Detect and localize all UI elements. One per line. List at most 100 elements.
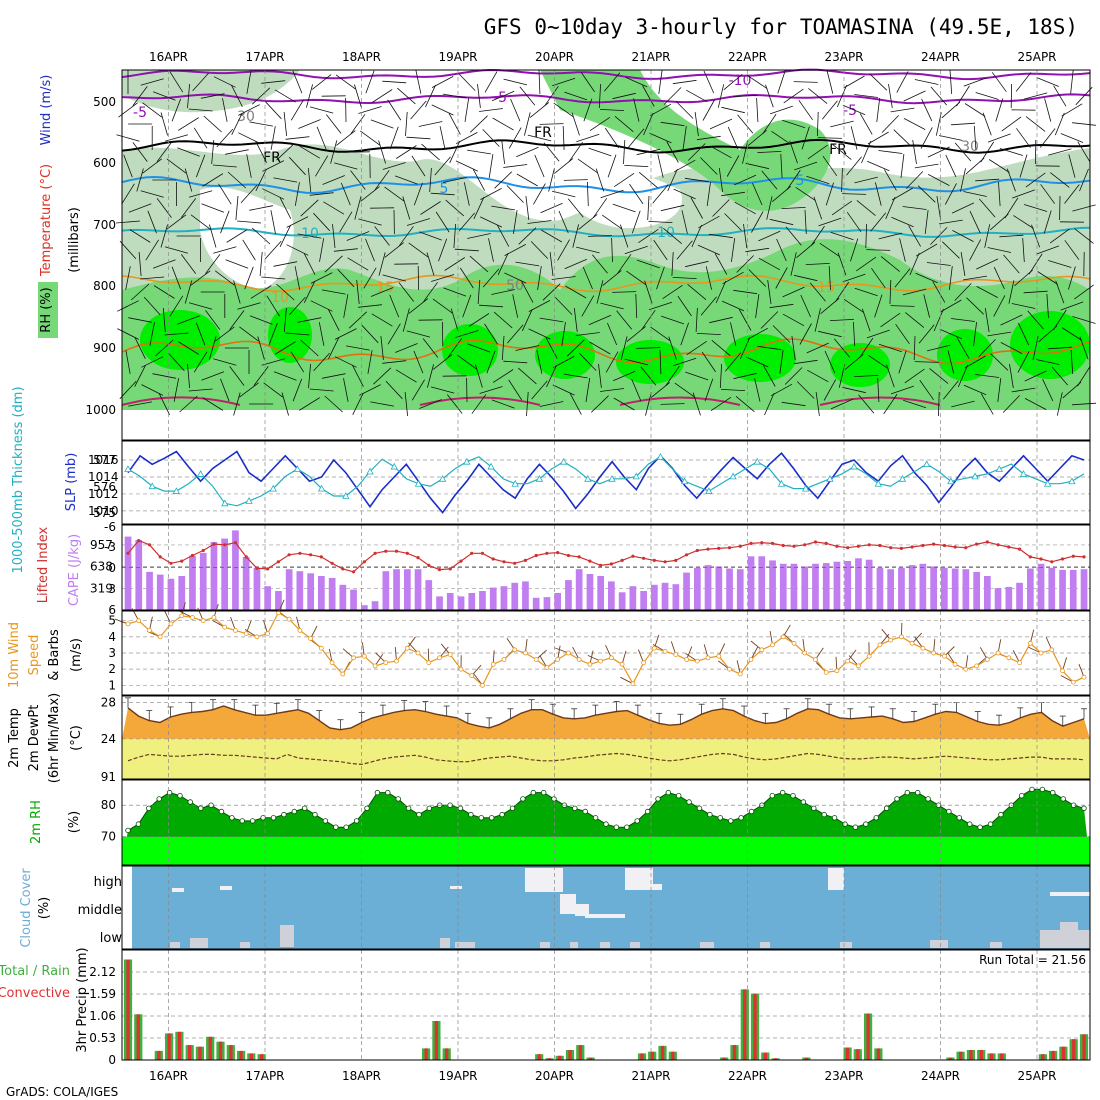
wind-barb: [456, 132, 478, 144]
wind-barb: [838, 364, 846, 388]
wind-barb: [524, 112, 531, 136]
wind-barb: [425, 84, 436, 108]
rh2m-point: [416, 811, 422, 818]
wind-barb: [920, 127, 933, 149]
isotherm-5: [121, 175, 1091, 195]
rh-dry-pocket: [200, 187, 294, 290]
wind-barb: [477, 84, 481, 108]
y-tick-label: 80: [101, 798, 116, 812]
wind-speed-point: [1017, 660, 1022, 666]
wind-barb: [781, 207, 806, 209]
contour-label: 15: [817, 280, 835, 296]
thickness-point: [221, 499, 229, 507]
isotherm-20: [121, 338, 1091, 365]
wind-barb: [444, 257, 466, 271]
thickness-point: [729, 472, 737, 480]
wind-barb: [551, 276, 576, 280]
lifted-index-point: [577, 555, 581, 559]
wind-barb: [160, 112, 168, 136]
wind-barb: [987, 133, 1011, 143]
bottom-date-label: 25APR: [1017, 1069, 1056, 1083]
precip-convective-bar: [537, 1054, 541, 1060]
precip-convective-bar: [804, 1057, 809, 1060]
cape-bar: [565, 580, 572, 610]
wind-barb: [518, 227, 537, 245]
lifted-index-point: [631, 554, 635, 558]
wind-barb: [1028, 253, 1043, 275]
wind-barb: [394, 175, 418, 185]
wind-barb: [690, 197, 703, 219]
wind-barb: [543, 142, 560, 162]
wind-barb: [932, 281, 946, 303]
wind-barb: [650, 326, 671, 342]
lifted-index-point: [233, 541, 237, 545]
top-date-label: 23APR: [824, 50, 863, 64]
wind-barb: [1061, 327, 1083, 341]
thickness-point: [463, 457, 471, 465]
lifted-index-point: [459, 559, 463, 563]
cape-bar: [704, 565, 712, 610]
wind-barb: [343, 378, 349, 402]
wind-barb: [878, 343, 902, 353]
wind-barb: [140, 78, 164, 86]
chart-title: GFS 0~10day 3-hourly for TOAMASINA (49.5…: [484, 15, 1078, 39]
y-tick-label: 0.53: [89, 1031, 116, 1045]
wind-barb: [503, 164, 528, 168]
wind-barb: [836, 84, 848, 108]
cape-bar: [661, 582, 669, 610]
rh-moist-aloft: [540, 70, 831, 211]
contour-label: 5: [440, 181, 449, 197]
wind-barb: [695, 307, 698, 333]
wind-barb: [801, 126, 810, 150]
wind-barb: [142, 158, 163, 174]
wind-barb: [912, 140, 917, 164]
wind-barb: [893, 129, 912, 147]
rh2m-point: [405, 805, 412, 811]
wind-barb: [313, 212, 331, 232]
wind-barb: [361, 324, 379, 344]
wind-barb: [142, 102, 163, 118]
lifted-index-point: [319, 555, 323, 559]
cape-bar: [726, 568, 733, 610]
wind-barb: [638, 171, 658, 189]
rh2m-point: [977, 824, 983, 830]
wind-barb: [371, 313, 393, 327]
wind-barb: [370, 287, 394, 297]
lifted-index-point: [921, 543, 925, 548]
cape-bar: [178, 576, 186, 610]
wind-barb: [321, 289, 346, 295]
wind-barb: [382, 162, 406, 170]
high-middle-cloud-block: [560, 894, 576, 914]
lifted-index-point: [985, 540, 989, 544]
wind-barb: [343, 294, 349, 318]
wind-barb: [527, 134, 552, 142]
wind-barb: [837, 252, 847, 276]
wind-barb: [211, 139, 215, 165]
wind-barb: [253, 366, 269, 386]
wind-barb: [1039, 128, 1056, 148]
wind-barb: [298, 145, 321, 159]
rh2m-point: [499, 811, 505, 818]
wind-barb: [659, 349, 662, 375]
thickness-point: [366, 467, 374, 475]
wind-barb: [757, 345, 782, 351]
wind-barb: [158, 393, 170, 415]
wind-barb: [697, 244, 720, 256]
lifted-index-point: [287, 553, 291, 557]
wind-speed-point: [447, 652, 453, 657]
lifted-index-point: [437, 568, 442, 572]
wind-barb: [1040, 184, 1056, 204]
precip-convective-bar: [1082, 1034, 1086, 1060]
wind-barb: [192, 72, 209, 92]
rh2m-point: [790, 793, 796, 799]
thickness-point: [293, 465, 302, 472]
low-cloud-block: [440, 938, 450, 948]
thickness-point: [995, 465, 1003, 472]
lifted-index-point: [770, 541, 775, 546]
wind-barb: [718, 168, 723, 192]
wind-barb: [257, 336, 265, 360]
wind-barb: [830, 231, 854, 241]
cape-bar: [876, 567, 884, 610]
wind-barb: [984, 308, 990, 332]
